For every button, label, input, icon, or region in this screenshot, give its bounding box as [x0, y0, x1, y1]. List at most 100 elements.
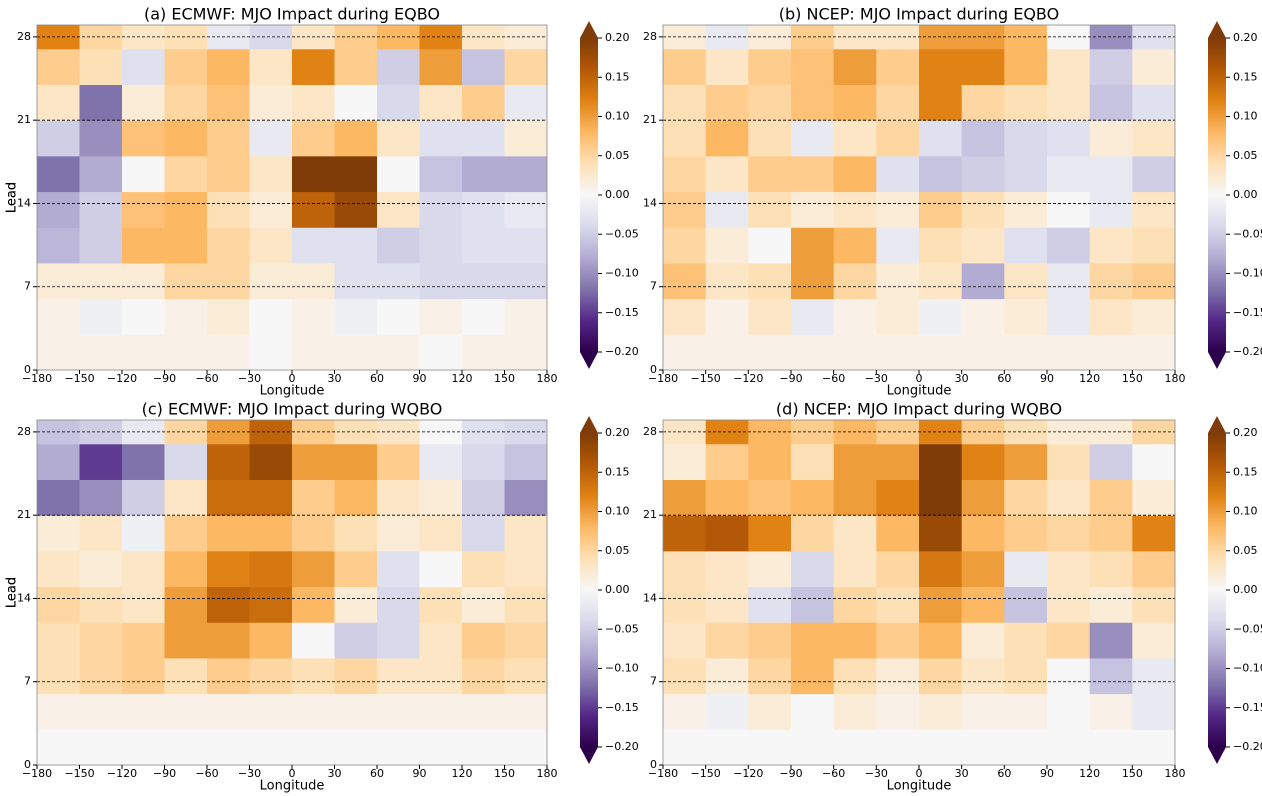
x-tick-label: −180 — [648, 767, 678, 780]
heat-cell — [334, 191, 378, 228]
heat-cell — [334, 227, 378, 264]
heat-cell — [791, 586, 835, 623]
x-tick-label: 150 — [1122, 767, 1143, 780]
cbar-tick-label: −0.10 — [1233, 662, 1262, 675]
heat-cell — [122, 622, 165, 659]
x-tick-label: −150 — [691, 372, 721, 385]
heat-cell — [1047, 334, 1091, 370]
heat-cell — [249, 155, 293, 193]
x-tick-label: 30 — [328, 767, 342, 780]
heat-cell — [1089, 191, 1133, 228]
heat-cell — [377, 479, 420, 516]
heat-cell — [748, 155, 792, 193]
heat-cell — [748, 693, 792, 730]
heat-cell — [919, 120, 963, 157]
heat-cell — [876, 729, 920, 765]
heat-cell — [961, 120, 1005, 157]
x-tick-label: −60 — [822, 372, 845, 385]
heat-cell — [504, 657, 547, 695]
heat-cell — [961, 84, 1005, 121]
heat-cell — [961, 657, 1005, 695]
heat-cell — [164, 479, 208, 516]
heat-cell — [1089, 586, 1133, 623]
x-tick-label: −90 — [779, 372, 802, 385]
heat-cell — [833, 227, 877, 264]
heat-cell — [791, 191, 835, 228]
heat-cell — [876, 298, 920, 335]
heat-cell — [334, 515, 378, 552]
heat-cell — [1089, 25, 1133, 50]
heat-cell — [164, 586, 208, 623]
heat-cell — [833, 515, 877, 552]
cbar-tick-label: 0.05 — [1233, 149, 1258, 162]
heat-cell — [249, 550, 293, 588]
cbar-tick-label: 0.15 — [1233, 465, 1258, 478]
heat-cell — [833, 443, 877, 480]
heat-cell — [1047, 84, 1091, 121]
heat-cell — [504, 25, 547, 50]
heat-cell — [663, 729, 707, 765]
heat-cell — [292, 657, 335, 695]
heat-cell — [249, 262, 293, 300]
heat-cell — [1047, 550, 1091, 588]
heat-cell — [164, 334, 208, 370]
heat-cell — [961, 729, 1005, 765]
x-tick-label: −90 — [779, 767, 802, 780]
heat-cell — [122, 443, 165, 480]
x-tick-label: −30 — [238, 372, 261, 385]
heat-cell — [249, 298, 293, 335]
heat-cell — [663, 227, 707, 264]
heat-cell — [1004, 550, 1048, 588]
heat-cell — [705, 443, 749, 480]
x-tick-label: −150 — [64, 767, 94, 780]
heat-cell — [663, 120, 707, 157]
cbar-tick-label: −0.10 — [1233, 267, 1262, 280]
heat-cell — [748, 191, 792, 228]
heat-cell — [79, 550, 123, 588]
heat-cell — [207, 550, 250, 588]
x-tick-label: 0 — [289, 767, 296, 780]
x-tick-label: 60 — [370, 372, 384, 385]
y-tick-label: 0 — [650, 363, 657, 376]
heat-cell — [79, 120, 123, 157]
cbar-extend-bottom — [1208, 352, 1226, 369]
heat-cell — [791, 443, 835, 480]
heat-cell — [334, 693, 378, 730]
colorbar — [1208, 433, 1226, 747]
heat-cell — [292, 120, 335, 157]
heat-cell — [919, 191, 963, 228]
x-tick-label: 30 — [955, 372, 969, 385]
heat-cell — [377, 515, 420, 552]
heat-cell — [249, 191, 293, 228]
heat-cell — [377, 262, 420, 300]
x-tick-label: −120 — [107, 767, 137, 780]
heat-cell — [1047, 155, 1091, 193]
heat-cell — [705, 586, 749, 623]
cbar-tick-label: −0.10 — [605, 662, 639, 675]
heat-cell — [377, 155, 420, 193]
heat-cell — [919, 479, 963, 516]
heat-cell — [833, 48, 877, 85]
heat-cell — [37, 298, 80, 335]
heat-cell — [419, 227, 463, 264]
heat-cell — [705, 25, 749, 50]
heat-cell — [377, 227, 420, 264]
cbar-tick-label: 0.15 — [605, 465, 630, 478]
heat-cell — [748, 729, 792, 765]
heat-cell — [833, 120, 877, 157]
heat-cell — [1004, 227, 1048, 264]
heat-cell — [791, 693, 835, 730]
heat-cell — [419, 586, 463, 623]
heat-cell — [462, 622, 505, 659]
heat-cell — [207, 155, 250, 193]
heat-cell — [1047, 729, 1091, 765]
heat-cell — [833, 479, 877, 516]
x-tick-label: 180 — [537, 372, 558, 385]
heat-cell — [419, 657, 463, 695]
heat-cell — [1132, 298, 1175, 335]
x-tick-label: 180 — [1165, 767, 1186, 780]
heat-cell — [377, 657, 420, 695]
heat-cell — [207, 693, 250, 730]
heat-cell — [1089, 550, 1133, 588]
cbar-tick-label: 0.15 — [605, 70, 630, 83]
